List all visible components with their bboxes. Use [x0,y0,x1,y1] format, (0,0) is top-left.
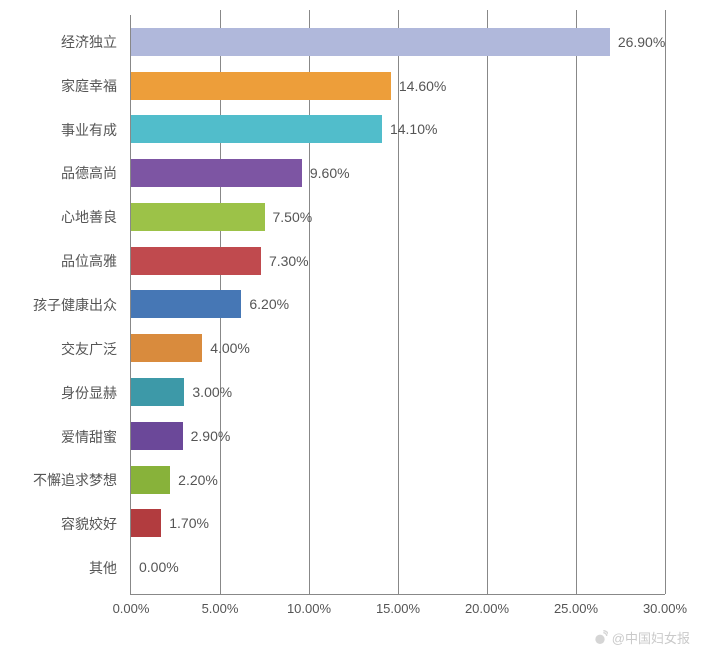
category-label: 品位高雅 [0,247,125,275]
value-label: 14.10% [390,121,437,137]
bar [131,159,302,187]
value-label: 2.20% [178,472,218,488]
bar-row: 4.00% [131,334,665,362]
category-label: 事业有成 [0,116,125,144]
value-label: 6.20% [249,296,289,312]
y-axis-labels: 经济独立家庭幸福事业有成品德高尚心地善良品位高雅孩子健康出众交友广泛身份显赫爱情… [0,15,125,595]
bar-chart: 经济独立家庭幸福事业有成品德高尚心地善良品位高雅孩子健康出众交友广泛身份显赫爱情… [0,0,710,655]
value-label: 7.30% [269,253,309,269]
bar-row: 14.10% [131,115,665,143]
bar-row: 2.90% [131,422,665,450]
bar [131,247,261,275]
watermark-text: @中国妇女报 [612,628,690,647]
x-tick-label: 30.00% [643,601,687,616]
bar [131,334,202,362]
category-label: 身份显赫 [0,379,125,407]
bar [131,290,241,318]
value-label: 4.00% [210,340,250,356]
category-label: 品德高尚 [0,159,125,187]
category-label: 爱情甜蜜 [0,423,125,451]
x-tick-label: 10.00% [287,601,331,616]
value-label: 0.00% [139,559,179,575]
bar-row: 26.90% [131,28,665,56]
category-label: 不懈追求梦想 [0,466,125,494]
watermark: @中国妇女报 [592,628,690,647]
bar-row: 0.00% [131,553,665,581]
value-label: 1.70% [169,515,209,531]
x-tick-label: 20.00% [465,601,509,616]
value-label: 7.50% [273,209,313,225]
category-label: 经济独立 [0,28,125,56]
bar-row: 1.70% [131,509,665,537]
value-label: 3.00% [192,384,232,400]
bar-row: 14.60% [131,72,665,100]
category-label: 家庭幸福 [0,72,125,100]
value-label: 14.60% [399,78,446,94]
category-label: 交友广泛 [0,335,125,363]
bar-row: 9.60% [131,159,665,187]
bar [131,466,170,494]
bar [131,422,183,450]
bar [131,509,161,537]
category-label: 心地善良 [0,203,125,231]
value-label: 2.90% [191,428,231,444]
x-tick-label: 5.00% [202,601,239,616]
gridline [665,10,666,594]
bar-row: 6.20% [131,290,665,318]
bar [131,72,391,100]
bar-row: 7.30% [131,247,665,275]
weibo-icon [592,630,608,646]
x-tick-label: 15.00% [376,601,420,616]
x-tick-label: 0.00% [113,601,150,616]
x-tick-label: 25.00% [554,601,598,616]
value-label: 26.90% [618,34,665,50]
bar-row: 2.20% [131,466,665,494]
plot-area: 26.90% 14.60% 14.10% 9.60% 7.50% 7.30% 6.20% 4.… [130,15,665,595]
bars-group: 26.90% 14.60% 14.10% 9.60% 7.50% 7.30% 6.20% 4.… [131,15,665,594]
category-label: 容貌姣好 [0,510,125,538]
bar-row: 7.50% [131,203,665,231]
bar [131,378,184,406]
category-label: 其他 [0,554,125,582]
category-label: 孩子健康出众 [0,291,125,319]
bar [131,28,610,56]
value-label: 9.60% [310,165,350,181]
bar-row: 3.00% [131,378,665,406]
bar [131,115,382,143]
bar [131,203,265,231]
